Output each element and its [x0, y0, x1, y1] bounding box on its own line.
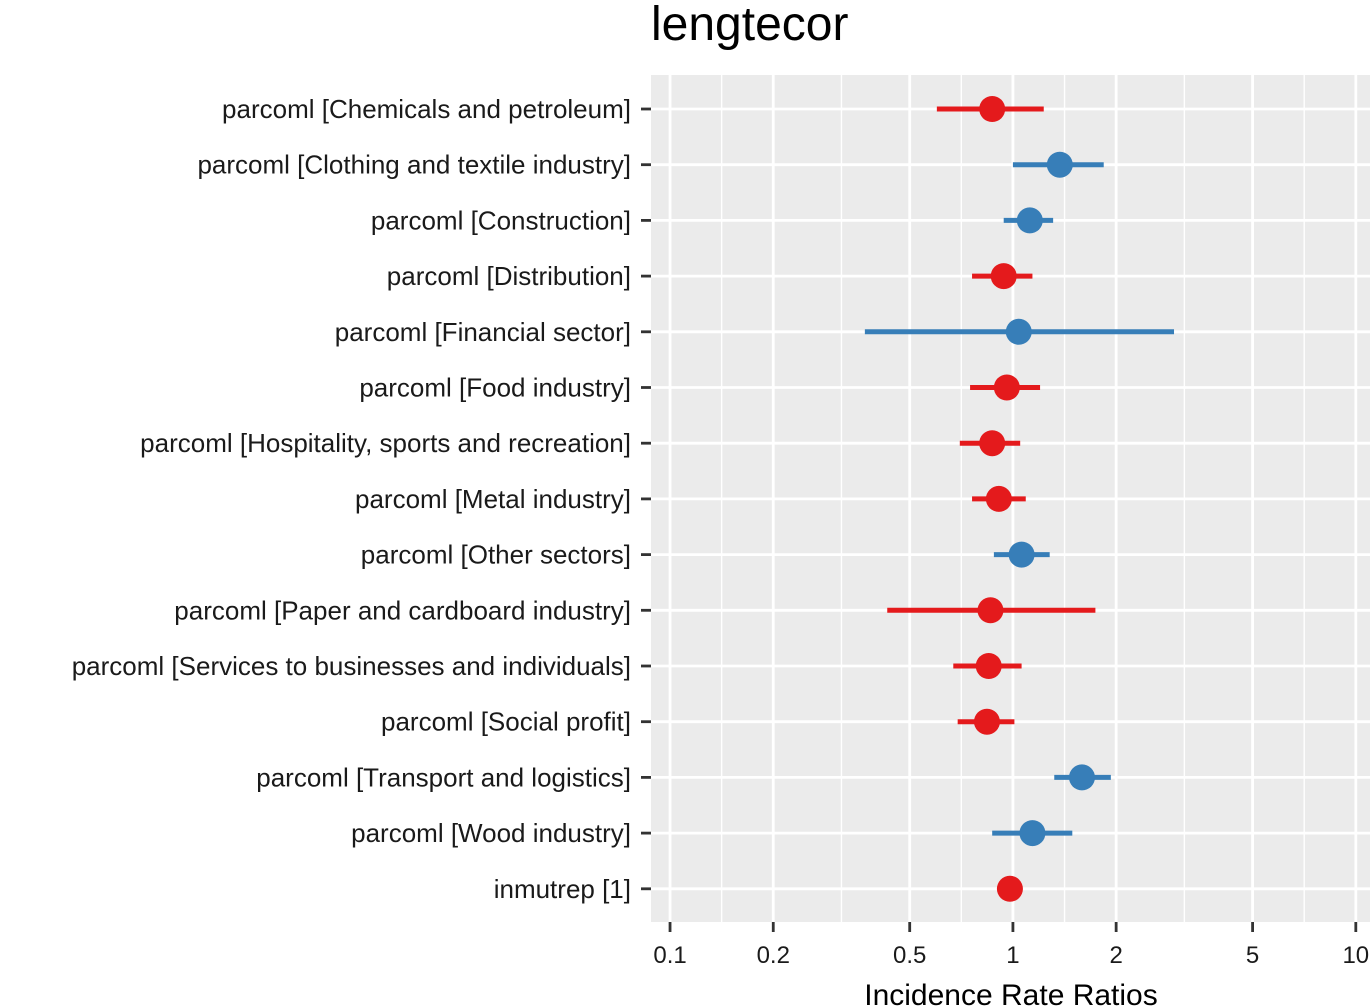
estimate-point: [985, 485, 1012, 512]
x-tick-label: 0.2: [757, 942, 790, 969]
y-tick-label: parcoml [Transport and logistics]: [256, 762, 631, 792]
y-tick-label: parcoml [Wood industry]: [351, 818, 631, 848]
y-tick-label: parcoml [Clothing and textile industry]: [197, 150, 631, 180]
y-tick-label: parcoml [Hospitality, sports and recreat…: [140, 428, 631, 458]
y-tick-label: parcoml [Chemicals and petroleum]: [222, 94, 631, 124]
y-tick-label: parcoml [Food industry]: [359, 373, 631, 403]
estimate-point: [1068, 764, 1095, 791]
chart-title: lengtecor: [651, 0, 848, 51]
x-tick-label: 2: [1109, 942, 1122, 969]
estimate-point: [1005, 318, 1032, 345]
x-axis-title: Incidence Rate Ratios: [864, 979, 1158, 1008]
x-axis: 0.1 0.2 0.5 1 2 5 10: [653, 922, 1369, 969]
estimate-point: [993, 374, 1020, 401]
y-tick-label: parcoml [Social profit]: [381, 707, 631, 737]
estimate-point: [979, 96, 1006, 122]
estimate-point: [1046, 151, 1073, 178]
data-marks: [864, 96, 1175, 902]
y-tick-label: parcoml [Financial sector]: [335, 317, 631, 347]
y-tick-label: parcoml [Paper and cardboard industry]: [174, 595, 631, 625]
y-tick-label: parcoml [Other sectors]: [361, 540, 631, 570]
estimate-point: [996, 875, 1023, 902]
y-tick-label: parcoml [Services to businesses and indi…: [72, 651, 631, 681]
estimate-point: [990, 263, 1017, 290]
x-tick-label: 0.5: [893, 942, 926, 969]
estimate-point: [1016, 207, 1043, 234]
x-tick-label: 1: [1006, 942, 1019, 969]
estimate-point: [977, 597, 1004, 624]
x-tick-label: 5: [1246, 942, 1259, 969]
y-tick-label: parcoml [Construction]: [371, 205, 631, 235]
y-tick-label: parcoml [Distribution]: [387, 261, 631, 291]
estimate-point: [1008, 541, 1035, 568]
y-tick-label: parcoml [Metal industry]: [355, 484, 631, 514]
estimate-point: [1019, 820, 1046, 847]
estimate-point: [979, 430, 1006, 457]
y-axis: parcoml [Chemicals and petroleum] parcoml…: [72, 94, 651, 904]
x-tick-label: 10: [1342, 942, 1369, 969]
estimate-point: [973, 708, 1000, 735]
y-tick-label: inmutrep [1]: [494, 874, 631, 904]
x-tick-label: 0.1: [653, 942, 686, 969]
estimate-point: [975, 653, 1002, 679]
